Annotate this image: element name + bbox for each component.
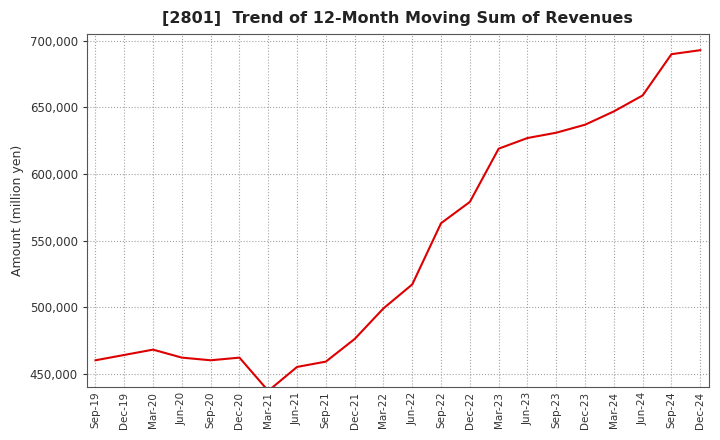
- Title: [2801]  Trend of 12-Month Moving Sum of Revenues: [2801] Trend of 12-Month Moving Sum of R…: [163, 11, 634, 26]
- Y-axis label: Amount (million yen): Amount (million yen): [11, 145, 24, 276]
